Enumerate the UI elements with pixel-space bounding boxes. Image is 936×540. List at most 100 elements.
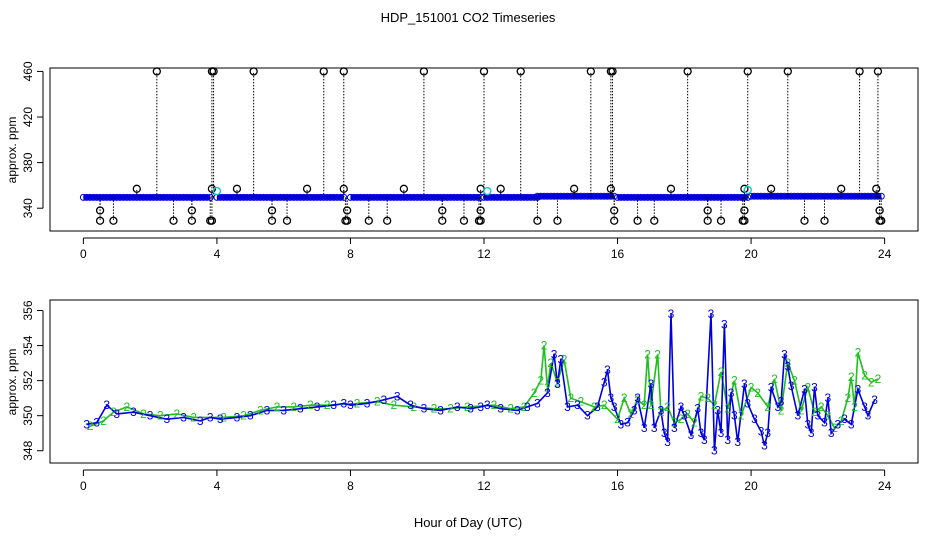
bottom-series-green-point: 2: [654, 347, 661, 361]
top-baseline-point: [824, 192, 832, 200]
figure-title: HDP_151001 CO2 Timeseries: [381, 10, 556, 25]
top-baseline-point: [861, 192, 869, 200]
bottom-series-blue-point: 3: [668, 307, 675, 321]
top-spike-point: [608, 67, 617, 76]
bottom-series-green-point: 2: [447, 402, 454, 416]
top-baseline-point: [393, 193, 401, 201]
bottom-series-blue-point: 3: [701, 433, 708, 447]
top-baseline-point: [430, 193, 438, 201]
bottom-series-blue-point: 3: [497, 402, 504, 416]
bottom-series-green-point: 2: [507, 402, 514, 416]
top-spike-point: [553, 216, 562, 225]
top-baseline-point: [193, 193, 201, 201]
bottom-series-green-point: 2: [818, 400, 825, 414]
bottom-series-green-point: 2: [724, 402, 731, 416]
top-baseline-point: [624, 193, 632, 201]
bottom-series-green-point: 2: [731, 374, 738, 388]
bottom-y-tick-label: 356: [21, 300, 35, 320]
bottom-series-blue-point: 3: [514, 403, 521, 417]
top-baseline-point: [186, 193, 194, 201]
bottom-series-green-point: 2: [491, 398, 498, 412]
bottom-series-green-point: 2: [354, 396, 361, 410]
top-x-tick-label: 20: [744, 247, 758, 261]
top-spike-point: [586, 67, 595, 76]
top-baseline-point: [821, 192, 829, 200]
bottom-x-tick-label: 8: [347, 479, 354, 493]
top-baseline-point: [450, 193, 458, 201]
bottom-series-blue-point: 3: [714, 403, 721, 417]
top-baseline-point: [563, 192, 571, 200]
top-baseline-point: [577, 192, 585, 200]
top-cyan-point: [743, 185, 752, 195]
bottom-series-green-point: 2: [648, 398, 655, 412]
bottom-series-green-point: 2: [374, 395, 381, 409]
top-spike-point: [872, 184, 881, 193]
top-spike-point: [364, 216, 373, 225]
bottom-series-blue-point: 3: [584, 409, 591, 423]
top-baseline-point: [123, 193, 131, 201]
bottom-series-blue-line: [86, 313, 876, 451]
top-spike-point: [666, 184, 676, 193]
top-baseline-point: [326, 193, 334, 201]
top-baseline-point: [200, 193, 208, 201]
top-baseline-point: [190, 193, 198, 201]
top-spike-point: [740, 206, 749, 215]
top-spike-point: [438, 216, 447, 225]
top-spike-point: [610, 216, 619, 225]
top-baseline-point: [754, 192, 762, 200]
top-spike-point: [187, 216, 197, 225]
bottom-series-blue-point: 3: [534, 396, 541, 410]
top-spike-point: [267, 206, 277, 215]
top-baseline-point: [724, 193, 732, 201]
bottom-series-green-point: 2: [547, 356, 554, 370]
top-spike-point: [399, 184, 409, 193]
top-spike-point: [282, 216, 292, 225]
bottom-series-green-point: 2: [791, 374, 798, 388]
top-baseline-point: [527, 193, 535, 201]
top-x-tick-label: 16: [611, 247, 625, 261]
top-spike-point: [479, 67, 489, 76]
bottom-series-blue-point: 3: [708, 307, 715, 321]
bottom-series-blue-point: 3: [83, 417, 90, 431]
top-baseline-point: [220, 193, 228, 201]
top-baseline-point: [266, 193, 274, 201]
top-baseline-point: [660, 193, 668, 201]
bottom-series-blue-point: 3: [624, 416, 631, 430]
top-baseline-point: [600, 192, 608, 200]
top-spike-point: [569, 184, 579, 193]
bottom-series-blue-point: 3: [608, 391, 615, 405]
bottom-series-green-point: 2: [671, 416, 678, 430]
top-baseline-point: [467, 193, 475, 201]
top-baseline-point: [119, 193, 127, 201]
top-spike-point: [633, 216, 642, 225]
top-spike-point: [132, 184, 141, 193]
top-baseline-point: [734, 193, 742, 201]
bottom-series-green-point: 2: [641, 398, 648, 412]
bottom-series-blue-point: 3: [297, 402, 304, 416]
bottom-series-green-point: 2: [684, 407, 691, 421]
bottom-series-green-point: 2: [825, 409, 832, 423]
bottom-series-blue-point: 3: [394, 389, 401, 403]
bottom-series-blue-point: 3: [594, 400, 601, 414]
top-spike-point: [109, 216, 118, 225]
bottom-y-tick-label: 352: [21, 370, 35, 390]
bottom-series-blue-point: 3: [407, 398, 414, 412]
bottom-series-blue-point: 3: [93, 416, 100, 430]
top-baseline-point: [854, 192, 862, 200]
top-baseline-point: [146, 193, 154, 201]
top-baseline-point: [757, 192, 765, 200]
bottom-series-blue-point: 3: [734, 435, 741, 449]
top-spike-point: [249, 67, 258, 76]
top-spike-point: [339, 67, 348, 76]
bottom-series-blue-point: 3: [781, 347, 788, 361]
bottom-series-blue-point: 3: [234, 410, 241, 424]
top-baseline-point: [553, 192, 561, 200]
top-spike-point: [339, 184, 348, 193]
bottom-series-blue-point: 3: [801, 382, 808, 396]
top-x-tick-label: 8: [347, 247, 354, 261]
top-baseline-point: [831, 192, 839, 200]
x-axis-label: Hour of Day (UTC): [414, 515, 522, 530]
bottom-series-blue-point: 3: [865, 409, 872, 423]
top-baseline-point: [180, 193, 188, 201]
bottom-series-blue-point: 3: [618, 417, 625, 431]
